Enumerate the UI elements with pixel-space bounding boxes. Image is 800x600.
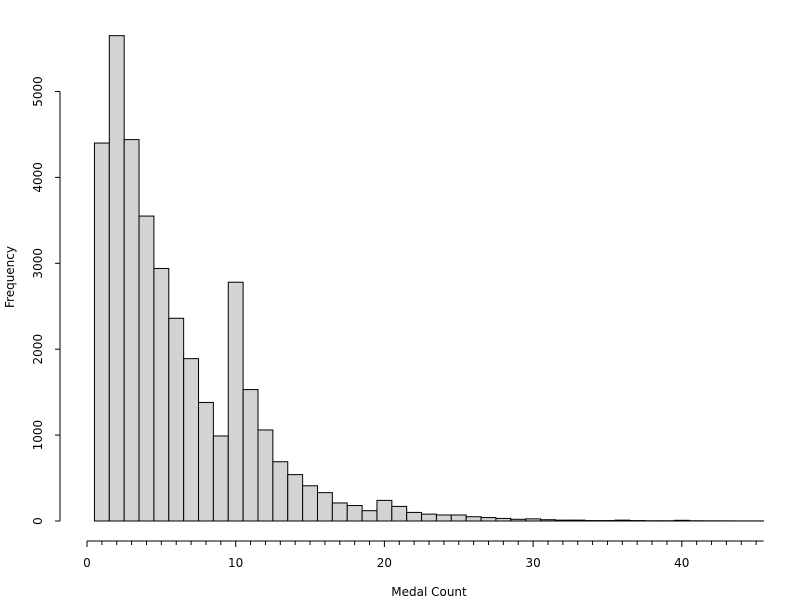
histogram-bar bbox=[242, 389, 259, 522]
histogram-bar bbox=[346, 505, 363, 522]
x-tick-label: 40 bbox=[674, 556, 689, 570]
histogram-bar bbox=[376, 499, 393, 522]
y-tick-label: 3000 bbox=[31, 248, 45, 279]
histogram-bar bbox=[673, 519, 690, 522]
histogram-bar bbox=[183, 358, 200, 522]
histogram-bar bbox=[316, 492, 333, 522]
y-axis-title: Frequency bbox=[3, 246, 17, 308]
histogram-bar bbox=[153, 267, 170, 522]
histogram-bars bbox=[93, 35, 765, 522]
histogram-bar bbox=[93, 142, 110, 522]
histogram-bar bbox=[108, 35, 125, 522]
histogram-bar bbox=[227, 281, 244, 522]
histogram-bar bbox=[554, 519, 571, 522]
histogram-bar bbox=[287, 474, 304, 522]
histogram-bar bbox=[480, 517, 497, 522]
x-tick-label: 0 bbox=[83, 556, 91, 570]
y-tick-label: 2000 bbox=[31, 334, 45, 365]
histogram-bar bbox=[212, 435, 229, 522]
histogram-bar bbox=[510, 518, 527, 522]
histogram-bar bbox=[302, 485, 318, 522]
histogram-bar bbox=[168, 317, 185, 522]
histogram-bar bbox=[391, 505, 408, 522]
x-axis-title: Medal Count bbox=[391, 585, 467, 599]
histogram-bar bbox=[331, 502, 348, 522]
y-tick-label: 5000 bbox=[31, 76, 45, 107]
y-tick-label: 0 bbox=[31, 517, 45, 525]
histogram-bar bbox=[450, 514, 467, 522]
y-tick-label: 1000 bbox=[31, 420, 45, 451]
histogram-bar bbox=[435, 514, 452, 522]
histogram-bar bbox=[465, 516, 482, 522]
histogram-bar bbox=[123, 139, 140, 522]
histogram-bar bbox=[361, 510, 378, 522]
histogram-bar bbox=[198, 401, 214, 522]
histogram-bar bbox=[540, 519, 556, 522]
x-tick-label: 20 bbox=[377, 556, 392, 570]
histogram-bar bbox=[569, 519, 586, 522]
x-tick-label: 10 bbox=[228, 556, 243, 570]
histogram-bar bbox=[272, 461, 289, 522]
histogram-bar bbox=[138, 215, 155, 522]
x-tick-label: 30 bbox=[525, 556, 540, 570]
histogram-bar bbox=[421, 513, 437, 522]
histogram-bar bbox=[495, 517, 512, 522]
histogram-bar bbox=[614, 519, 631, 522]
x-axis: 0 10 20 30 40 bbox=[83, 540, 764, 570]
histogram-bar bbox=[257, 429, 274, 522]
histogram-bar bbox=[406, 511, 423, 522]
y-axis: 0 1000 2000 3000 4000 5000 bbox=[31, 76, 61, 525]
histogram-bar bbox=[525, 518, 542, 522]
y-tick-label: 4000 bbox=[31, 162, 45, 193]
